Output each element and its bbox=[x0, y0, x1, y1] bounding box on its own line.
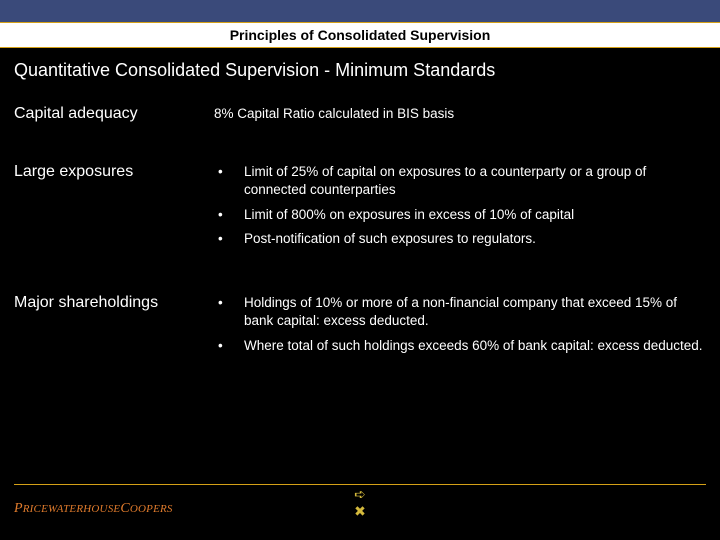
section-label: Capital adequacy bbox=[14, 105, 214, 123]
top-accent-bar bbox=[0, 0, 720, 22]
content-area: Quantitative Consolidated Supervision - … bbox=[0, 60, 720, 361]
bullet-text: Holdings of 10% or more of a non-financi… bbox=[244, 294, 706, 330]
bullet-marker: • bbox=[214, 230, 244, 248]
section-large-exposures: Large exposures • Limit of 25% of capita… bbox=[14, 163, 706, 254]
nav-forward-icon[interactable]: ➪ bbox=[354, 486, 366, 503]
section-label: Large exposures bbox=[14, 163, 214, 254]
bullet-marker: • bbox=[214, 163, 244, 199]
bullet-marker: • bbox=[214, 206, 244, 224]
bullet-item: • Post-notification of such exposures to… bbox=[214, 230, 706, 248]
section-label: Major shareholdings bbox=[14, 294, 214, 361]
bullet-text: Limit of 25% of capital on exposures to … bbox=[244, 163, 706, 199]
section-body: 8% Capital Ratio calculated in BIS basis bbox=[214, 105, 706, 123]
bullet-text: Post-notification of such exposures to r… bbox=[244, 230, 706, 248]
section-major-shareholdings: Major shareholdings • Holdings of 10% or… bbox=[14, 294, 706, 361]
bullet-marker: • bbox=[214, 294, 244, 330]
bullet-text: Limit of 800% on exposures in excess of … bbox=[244, 206, 706, 224]
section-body: • Holdings of 10% or more of a non-finan… bbox=[214, 294, 706, 361]
section-body: • Limit of 25% of capital on exposures t… bbox=[214, 163, 706, 254]
bullet-item: • Limit of 800% on exposures in excess o… bbox=[214, 206, 706, 224]
subtitle: Quantitative Consolidated Supervision - … bbox=[14, 60, 706, 81]
company-logo: PRICEWATERHOUSECOOPERS bbox=[14, 500, 173, 517]
footer-divider bbox=[14, 484, 706, 485]
section-capital-adequacy: Capital adequacy 8% Capital Ratio calcul… bbox=[14, 105, 706, 123]
section-text: 8% Capital Ratio calculated in BIS basis bbox=[214, 106, 454, 121]
footer: PRICEWATERHOUSECOOPERS ➪ ✖ bbox=[0, 484, 720, 540]
title-bar: Principles of Consolidated Supervision bbox=[0, 22, 720, 48]
bullet-text: Where total of such holdings exceeds 60%… bbox=[244, 337, 706, 355]
slide-title: Principles of Consolidated Supervision bbox=[230, 27, 491, 43]
nav-close-icon[interactable]: ✖ bbox=[354, 503, 366, 520]
bullet-marker: • bbox=[214, 337, 244, 355]
bullet-item: • Holdings of 10% or more of a non-finan… bbox=[214, 294, 706, 330]
nav-icon-group: ➪ ✖ bbox=[354, 486, 366, 520]
bullet-item: • Limit of 25% of capital on exposures t… bbox=[214, 163, 706, 199]
bullet-item: • Where total of such holdings exceeds 6… bbox=[214, 337, 706, 355]
